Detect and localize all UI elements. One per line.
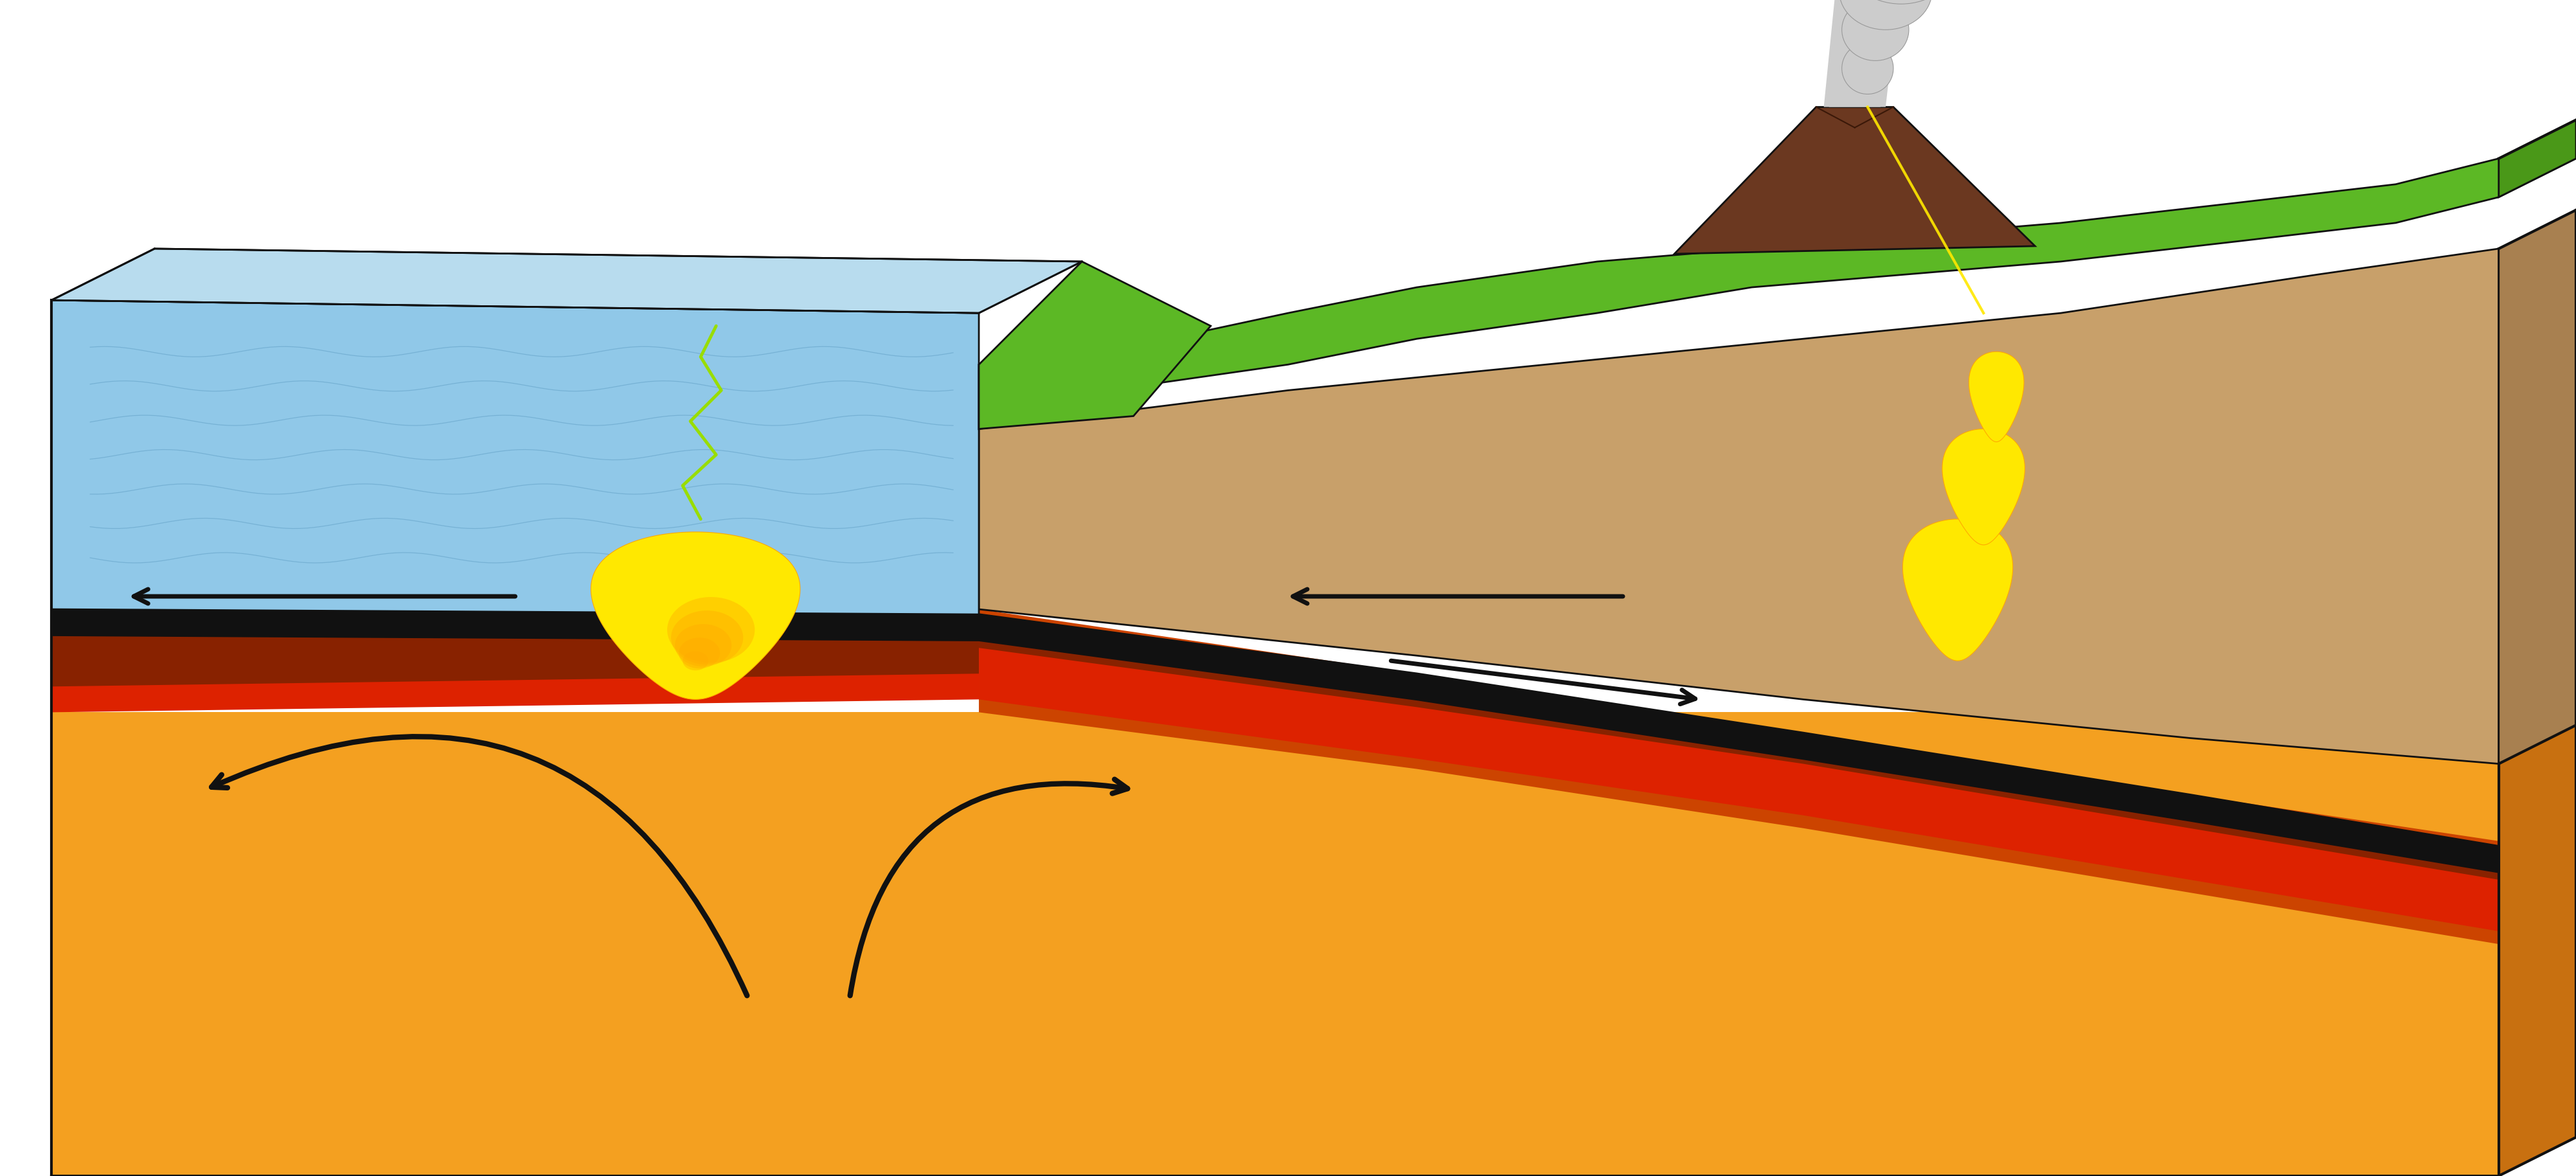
- Polygon shape: [52, 1124, 2499, 1176]
- Polygon shape: [979, 120, 2576, 429]
- Ellipse shape: [1844, 0, 1958, 4]
- Polygon shape: [52, 300, 979, 614]
- Ellipse shape: [667, 597, 755, 663]
- Polygon shape: [52, 622, 979, 687]
- Polygon shape: [52, 713, 2499, 1176]
- Ellipse shape: [1839, 0, 1932, 29]
- Polygon shape: [52, 248, 155, 300]
- Polygon shape: [2499, 674, 2576, 1176]
- Polygon shape: [52, 609, 979, 713]
- Polygon shape: [2499, 211, 2576, 763]
- FancyArrowPatch shape: [850, 780, 1128, 996]
- Ellipse shape: [677, 637, 719, 668]
- Polygon shape: [52, 609, 2499, 871]
- Ellipse shape: [1842, 0, 1909, 61]
- Polygon shape: [979, 261, 1211, 429]
- Polygon shape: [979, 248, 2499, 763]
- Polygon shape: [1829, 0, 1919, 107]
- FancyArrowPatch shape: [134, 589, 515, 603]
- Ellipse shape: [683, 652, 708, 670]
- Polygon shape: [2499, 120, 2576, 198]
- Polygon shape: [979, 609, 2499, 944]
- Polygon shape: [979, 622, 2499, 880]
- Ellipse shape: [1842, 42, 1893, 94]
- FancyArrowPatch shape: [1391, 661, 1695, 704]
- Polygon shape: [1674, 107, 2035, 254]
- Ellipse shape: [675, 624, 732, 667]
- Polygon shape: [590, 532, 801, 700]
- FancyArrowPatch shape: [211, 736, 747, 996]
- FancyArrowPatch shape: [1293, 589, 1623, 603]
- Ellipse shape: [670, 610, 742, 664]
- Polygon shape: [1904, 519, 2012, 661]
- Polygon shape: [52, 248, 1082, 313]
- Polygon shape: [1942, 429, 2025, 544]
- Polygon shape: [979, 622, 2499, 931]
- Polygon shape: [1824, 0, 1906, 107]
- Polygon shape: [1968, 352, 2025, 442]
